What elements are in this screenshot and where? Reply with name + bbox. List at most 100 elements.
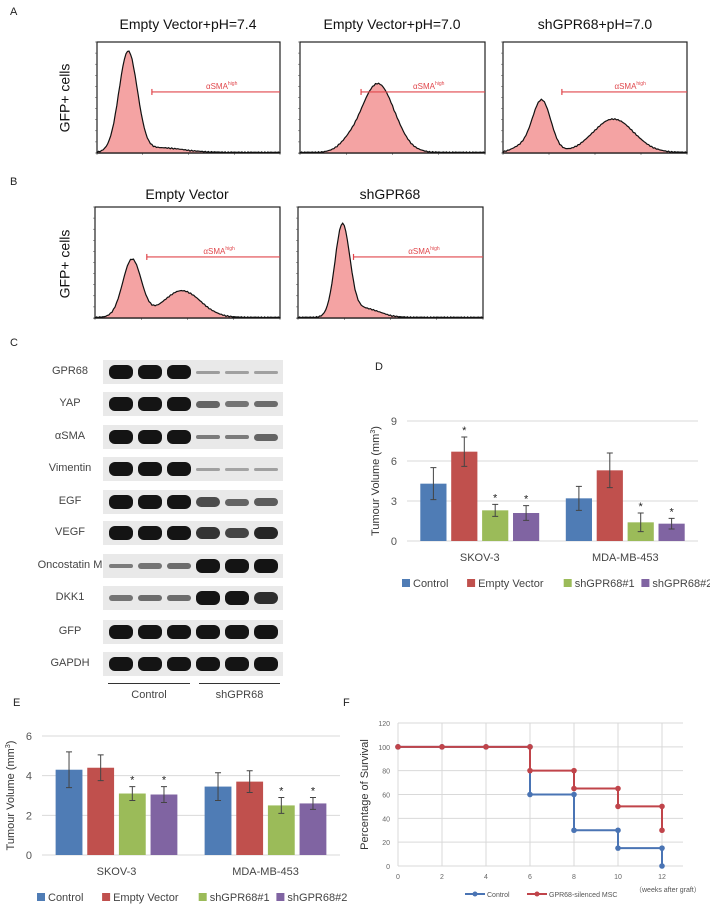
blot-band: [225, 467, 249, 471]
blot-strip: [103, 652, 283, 676]
blot-band: [167, 462, 191, 476]
blot-band: [254, 592, 278, 604]
legend-label: Control: [413, 578, 448, 590]
blot-band: [196, 400, 220, 408]
flow-title-a3: shGPR68+pH=7.0: [537, 16, 653, 32]
significance-mark: *: [639, 501, 644, 513]
error-bar: [246, 770, 253, 794]
blot-band: [167, 562, 191, 570]
blot-strip: [103, 490, 283, 514]
blot-band: [196, 467, 220, 471]
legend-label: shGPR68#1: [210, 892, 270, 904]
data-point: [615, 785, 621, 792]
blot-band: [196, 625, 220, 639]
data-point: [527, 791, 533, 798]
data-point: [659, 845, 665, 851]
gate-label: αSMAhigh: [614, 81, 646, 91]
x-tick-label: 8: [572, 874, 576, 881]
western-blot: GPR68 YAP αSMA Vimentin EGF VEGF Oncostatin M D…: [0, 355, 300, 705]
blot-band: [196, 370, 220, 374]
data-point: [395, 744, 401, 750]
blot-label: GFP: [58, 625, 82, 637]
group-line: [108, 683, 190, 684]
gate-label: αSMAhigh: [206, 81, 238, 91]
blot-strip: [103, 360, 283, 384]
y-tick-label: 0: [26, 850, 32, 862]
x-tick-label: 4: [484, 874, 488, 881]
y-tick-label: 100: [378, 745, 390, 752]
significance-mark: *: [462, 425, 467, 437]
legend-label: Control: [487, 892, 510, 899]
blot-band: [225, 559, 249, 573]
flow-title-a1: Empty Vector+pH=7.4: [119, 16, 257, 32]
blot-band: [254, 433, 278, 441]
blot-band: [138, 657, 162, 671]
y-tick-label: 3: [391, 496, 397, 508]
data-point: [659, 803, 665, 810]
data-point: [615, 845, 621, 851]
blot-band: [225, 401, 249, 407]
legend-swatch: [198, 893, 207, 901]
blot-band: [254, 370, 278, 374]
blot-strip: [103, 554, 283, 578]
x-tick-label: 12: [658, 874, 666, 881]
data-point: [527, 767, 533, 774]
blot-band: [167, 495, 191, 509]
y-axis-title-end: ): [5, 741, 17, 745]
legend-swatch: [563, 579, 572, 587]
legend-label: shGPR68#2: [652, 578, 710, 590]
y-axis-title-sup: 3: [5, 744, 12, 748]
y-tick-label: 60: [382, 793, 390, 800]
blot-band: [196, 657, 220, 671]
group-label: Control: [131, 689, 167, 701]
legend-marker: [472, 891, 478, 897]
y-axis-title: Tumour Volume (mm3): [370, 426, 382, 536]
bar: [87, 767, 115, 855]
blot-band: [225, 625, 249, 639]
y-tick-label: 80: [382, 769, 390, 776]
histogram-curve: [296, 222, 484, 319]
data-point: [615, 827, 621, 834]
panel-label-c: C: [10, 337, 18, 349]
blot-band: [196, 559, 220, 573]
blot-band: [225, 528, 249, 538]
gate-label: αSMAhigh: [203, 246, 235, 256]
data-point: [571, 827, 577, 834]
error-bar: [97, 754, 104, 782]
panel-label-d: D: [375, 361, 383, 373]
blot-band: [138, 397, 162, 411]
blot-band: [138, 563, 162, 569]
bar: [299, 803, 327, 855]
blot-band: [138, 462, 162, 476]
legend-label: shGPR68#2: [287, 892, 347, 904]
legend-label: Empty Vector: [478, 578, 544, 590]
blot-band: [196, 591, 220, 605]
blot-band: [109, 625, 133, 639]
gate-label: αSMAhigh: [413, 81, 445, 91]
significance-mark: *: [162, 775, 167, 787]
blot-band: [167, 625, 191, 639]
blot-strip: [103, 586, 283, 610]
x-axis-title: （weeks after graft）: [635, 886, 701, 894]
y-axis-title-sup: 3: [370, 430, 377, 434]
panel-label-b: B: [10, 176, 18, 188]
blot-band: [254, 526, 278, 540]
category-label: SKOV-3: [460, 552, 500, 564]
blot-band: [138, 430, 162, 444]
gate-label-sup: high: [228, 81, 238, 87]
error-bar: [461, 436, 468, 467]
blot-label: YAP: [59, 397, 81, 409]
y-axis-title: Tumour Volume (mm3): [5, 741, 17, 851]
blot-strip: [103, 425, 283, 449]
blot-band: [167, 365, 191, 379]
bar: [236, 781, 264, 855]
bar: [658, 523, 685, 541]
blot-band: [138, 526, 162, 540]
legend-swatch: [641, 579, 650, 587]
blot-band: [225, 657, 249, 671]
significance-mark: *: [669, 506, 674, 518]
y-tick-label: 20: [382, 840, 390, 847]
blot-band: [138, 495, 162, 509]
blot-label: αSMA: [54, 430, 86, 442]
